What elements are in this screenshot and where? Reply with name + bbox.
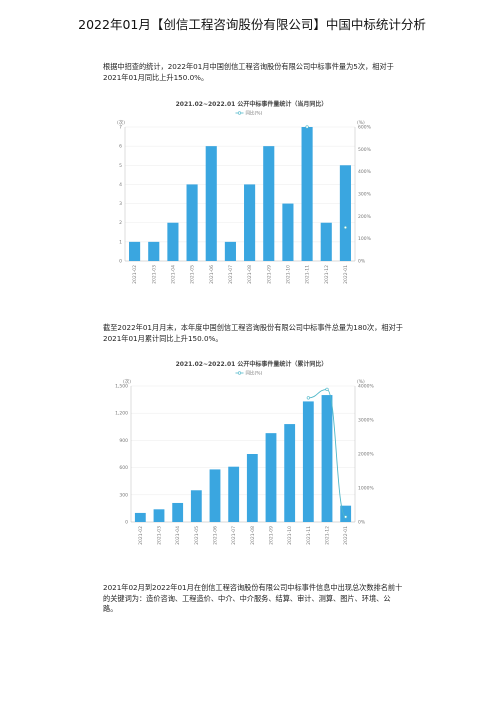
x-tick-label: 2021-10: [285, 265, 291, 284]
x-tick-label: 2021-06: [213, 526, 219, 545]
yoy-point: [306, 396, 310, 400]
cumulative-chart: 2021.02~2022.01 公开中标事件量统计（累计同比） 同比(%) (次) (…: [113, 358, 390, 553]
right-tick-label: 100%: [358, 236, 372, 242]
x-tick-label: 2021-10: [287, 526, 293, 545]
yoy-point: [343, 225, 348, 230]
x-tick-label: 2021-02: [138, 526, 144, 545]
summary-paragraph-2: 截至2022年01月月末，本年度中国创信工程咨询股份有限公司中标事件总量为180…: [103, 323, 403, 343]
bar: [302, 401, 314, 522]
summary-paragraph-1: 根据中招查的统计，2022年01月中国创信工程咨询股份有限公司中标事件量为5次，…: [103, 62, 394, 82]
x-tick-label: 2021-07: [231, 526, 237, 545]
x-tick-label: 2021-08: [247, 265, 253, 284]
x-tick-label: 2022-01: [343, 265, 349, 284]
x-tick-label: 2021-11: [306, 526, 312, 545]
bar: [228, 466, 240, 522]
bar: [129, 241, 141, 261]
left-tick-label: 6: [119, 144, 122, 150]
x-tick-label: 2021-09: [266, 265, 272, 284]
right-tick-label: 600%: [358, 125, 372, 131]
left-tick-label: 4: [119, 182, 122, 188]
bar: [224, 241, 236, 261]
right-tick-label: 4000%: [358, 384, 374, 390]
yoy-point: [325, 387, 329, 392]
left-tick-label: 2: [119, 220, 122, 226]
legend-marker-swatch: [237, 111, 242, 115]
legend-label: 同比(%): [246, 370, 263, 377]
left-axis-unit: (次): [117, 119, 125, 126]
right-tick-label: 200%: [358, 214, 372, 220]
x-tick-label: 2021-02: [132, 265, 138, 284]
bar: [263, 146, 275, 261]
x-tick-label: 2021-12: [325, 526, 331, 545]
right-tick-label: 1000%: [358, 486, 374, 492]
x-tick-label: 2021-03: [157, 526, 163, 545]
left-tick-label: 0: [119, 259, 122, 265]
bar: [246, 454, 258, 522]
left-tick-label: 600: [119, 465, 128, 471]
left-tick-label: 1: [119, 239, 122, 245]
right-axis-unit: (%): [357, 379, 365, 385]
x-tick-label: 2021-05: [194, 526, 200, 545]
bar: [284, 424, 296, 522]
bar: [265, 433, 277, 522]
keyword-paragraph: 2021年02月到2022年01月在创信工程咨询股份有限公司中标事件信息中出现总…: [103, 583, 403, 613]
right-tick-label: 0%: [358, 259, 366, 265]
left-tick-label: 3: [119, 201, 122, 207]
bar: [190, 490, 202, 522]
left-tick-label: 300: [119, 492, 128, 498]
yoy-point: [344, 515, 348, 519]
right-axis-unit: (%): [357, 120, 365, 126]
bar: [301, 127, 313, 261]
bar: [167, 222, 179, 261]
legend-label: 同比(%): [246, 110, 263, 117]
x-tick-label: 2021-03: [151, 265, 157, 284]
left-tick-label: 1,500: [115, 384, 128, 390]
right-tick-label: 500%: [358, 147, 372, 153]
left-axis-unit: (次): [123, 378, 131, 385]
x-tick-label: 2021-04: [175, 526, 181, 545]
x-tick-label: 2021-04: [170, 265, 176, 284]
bar: [186, 184, 198, 261]
x-tick-label: 2021-05: [190, 265, 196, 284]
left-tick-label: 1,200: [115, 411, 128, 417]
right-tick-label: 300%: [358, 192, 372, 198]
right-tick-label: 3000%: [358, 418, 374, 424]
bar: [244, 184, 256, 261]
x-tick-label: 2021-08: [250, 526, 256, 545]
right-tick-label: 2000%: [358, 452, 374, 458]
monthly-chart: 2021.02~2022.01 公开中标事件量统计（当月同比） 同比(%) (次) (…: [113, 98, 390, 288]
x-tick-label: 2021-12: [324, 265, 330, 284]
bar: [205, 146, 217, 261]
bar: [153, 509, 165, 522]
x-tick-label: 2022-01: [343, 526, 349, 545]
x-tick-label: 2021-09: [269, 526, 275, 545]
right-tick-label: 0%: [358, 520, 366, 526]
chart-title: 2021.02~2022.01 公开中标事件量统计（累计同比）: [176, 360, 328, 368]
x-tick-label: 2021-07: [228, 265, 234, 284]
left-tick-label: 0: [125, 520, 128, 526]
bar: [339, 165, 351, 261]
page-title: 2022年01月【创信工程咨询股份有限公司】中国中标统计分析: [78, 17, 426, 32]
bar: [134, 512, 146, 522]
bar: [148, 241, 160, 261]
bar: [340, 505, 352, 522]
yoy-line: [308, 388, 347, 518]
bar: [320, 222, 332, 261]
bar: [321, 395, 333, 522]
yoy-point: [305, 125, 309, 129]
left-tick-label: 7: [119, 125, 122, 131]
left-tick-label: 5: [119, 163, 122, 169]
right-tick-label: 400%: [358, 169, 372, 175]
left-tick-label: 900: [119, 438, 128, 444]
chart-title: 2021.02~2022.01 公开中标事件量统计（当月同比）: [176, 100, 328, 108]
legend-marker-swatch: [237, 371, 242, 375]
bar: [282, 203, 294, 261]
bar: [209, 469, 221, 522]
x-tick-label: 2021-06: [209, 265, 215, 284]
bar: [172, 502, 184, 522]
x-tick-label: 2021-11: [305, 265, 311, 284]
